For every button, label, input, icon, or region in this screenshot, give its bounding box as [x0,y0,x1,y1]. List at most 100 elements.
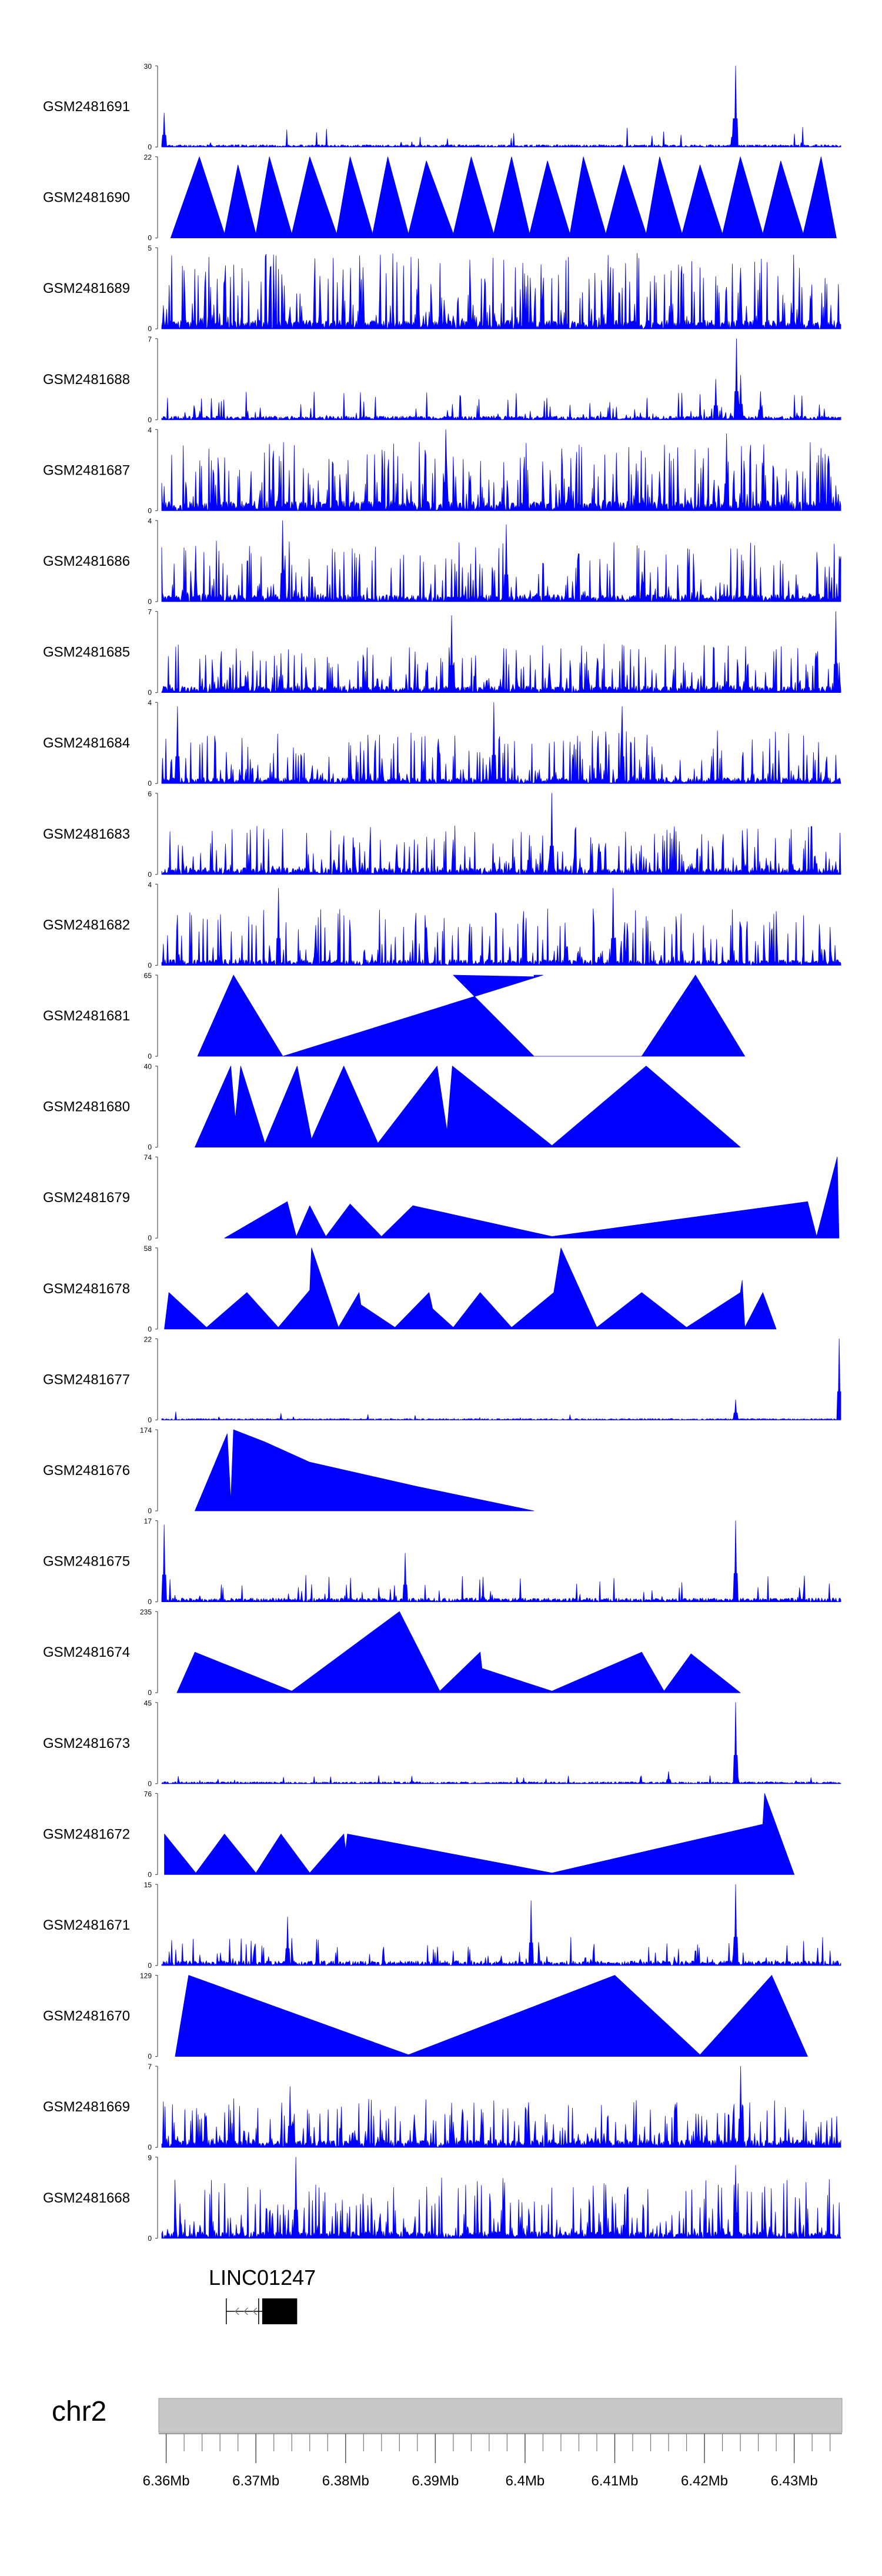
track-label: GSM2481669 [43,2099,130,2115]
signal-area [195,1066,741,1147]
x-tick-label: 6.4Mb [506,2473,545,2489]
track-label: GSM2481679 [43,1190,130,1206]
track-GSM2481673: GSM2481673 45 0 [43,1699,841,1788]
track-label: GSM2481687 [43,462,130,478]
strand-arrow-icon [243,2307,248,2315]
y-max-label: 4 [148,517,152,525]
y-min-label: 0 [148,598,152,606]
genome-axis: chr2 6.36Mb 6.37Mb 6.38Mb 6.39Mb 6.4Mb 6.41Mb 6… [52,2396,843,2489]
track-label: GSM2481688 [43,372,130,388]
y-min-label: 0 [148,961,152,969]
track-GSM2481668: GSM2481668 9 0 [43,2154,841,2243]
gene-track: LINC01247 [209,2265,316,2324]
track-GSM2481679: GSM2481679 74 0 [43,1153,840,1242]
track-label: GSM2481678 [43,1281,130,1297]
y-max-label: 30 [144,62,152,71]
track-label: GSM2481685 [43,645,130,660]
signal-area [224,1156,840,1239]
x-tick-label: 6.43Mb [771,2473,818,2489]
strand-arrow-icon [235,2307,239,2315]
x-tick-label: 6.41Mb [591,2473,638,2489]
y-max-label: 22 [144,154,152,162]
track-GSM2481676: GSM2481676 174 0 [43,1426,534,1515]
track-GSM2481683: GSM2481683 6 0 [43,790,841,879]
track-label: GSM2481690 [43,190,130,206]
y-min-label: 0 [148,1325,152,1333]
y-min-label: 0 [148,689,152,697]
y-max-label: 22 [144,1335,152,1343]
track-label: GSM2481683 [43,826,130,842]
y-min-label: 0 [148,1416,152,1424]
track-label: GSM2481671 [43,1917,130,1933]
signal-area [161,1884,841,1966]
signal-area [161,702,841,784]
signal-area [161,1702,841,1784]
y-min-label: 0 [148,234,152,242]
y-max-label: 74 [144,1153,152,1162]
y-min-label: 0 [148,1234,152,1242]
track-label: GSM2481680 [43,1099,130,1115]
y-max-label: 4 [148,426,152,434]
track-GSM2481669: GSM2481669 7 0 [43,2063,841,2151]
signal-area [197,975,746,1057]
track-label: GSM2481676 [43,1463,130,1479]
track-GSM2481688: GSM2481688 7 0 [43,335,841,424]
y-max-label: 9 [148,2154,152,2162]
track-label: GSM2481681 [43,1008,130,1024]
signal-area [164,1247,777,1330]
x-tick-label: 6.37Mb [232,2473,279,2489]
signal-area [175,1975,808,2057]
signal-area [176,1611,741,1693]
track-GSM2481672: GSM2481672 76 0 [43,1790,795,1878]
track-GSM2481691: GSM2481691 30 0 [43,62,841,151]
track-label: GSM2481675 [43,1554,130,1570]
y-min-label: 0 [148,1870,152,1878]
signal-area [161,793,841,875]
y-min-label: 0 [148,143,152,151]
track-label: GSM2481674 [43,1644,130,1660]
y-min-label: 0 [148,870,152,879]
y-max-label: 235 [140,1608,152,1616]
y-max-label: 45 [144,1699,152,1707]
y-min-label: 0 [148,416,152,424]
signal-area [161,1520,841,1602]
y-max-label: 7 [148,2063,152,2071]
track-label: GSM2481686 [43,553,130,569]
track-GSM2481675: GSM2481675 17 0 [43,1517,841,1606]
x-tick-label: 6.38Mb [322,2473,369,2489]
y-min-label: 0 [148,779,152,788]
y-max-label: 4 [148,880,152,889]
track-label: GSM2481677 [43,1372,130,1387]
track-label: GSM2481670 [43,2008,130,2024]
y-max-label: 15 [144,1881,152,1889]
y-min-label: 0 [148,1507,152,1515]
y-max-label: 5 [148,244,152,252]
y-min-label: 0 [148,1689,152,1697]
signal-area [161,253,841,329]
y-max-label: 174 [140,1426,152,1434]
track-GSM2481680: GSM2481680 40 0 [43,1063,741,1152]
track-GSM2481677: GSM2481677 22 0 [43,1335,841,1424]
signal-area [161,611,841,693]
signal-area [161,65,841,148]
track-label: GSM2481668 [43,2190,130,2206]
y-max-label: 7 [148,608,152,616]
signal-area [161,887,841,966]
track-GSM2481671: GSM2481671 15 0 [43,1881,841,1970]
y-min-label: 0 [148,1143,152,1152]
y-max-label: 58 [144,1244,152,1253]
y-max-label: 129 [140,1972,152,1980]
track-label: GSM2481689 [43,281,130,296]
track-label: GSM2481672 [43,1826,130,1842]
y-min-label: 0 [148,2234,152,2243]
track-label: GSM2481673 [43,1736,130,1751]
signal-area [161,1339,841,1420]
y-min-label: 0 [148,1052,152,1060]
y-min-label: 0 [148,1961,152,1970]
y-min-label: 0 [148,325,152,333]
track-GSM2481687: GSM2481687 4 0 [43,426,841,515]
track-GSM2481690: GSM2481690 22 0 [43,154,837,242]
signal-area [170,156,837,238]
gene-exon-block [262,2298,298,2324]
